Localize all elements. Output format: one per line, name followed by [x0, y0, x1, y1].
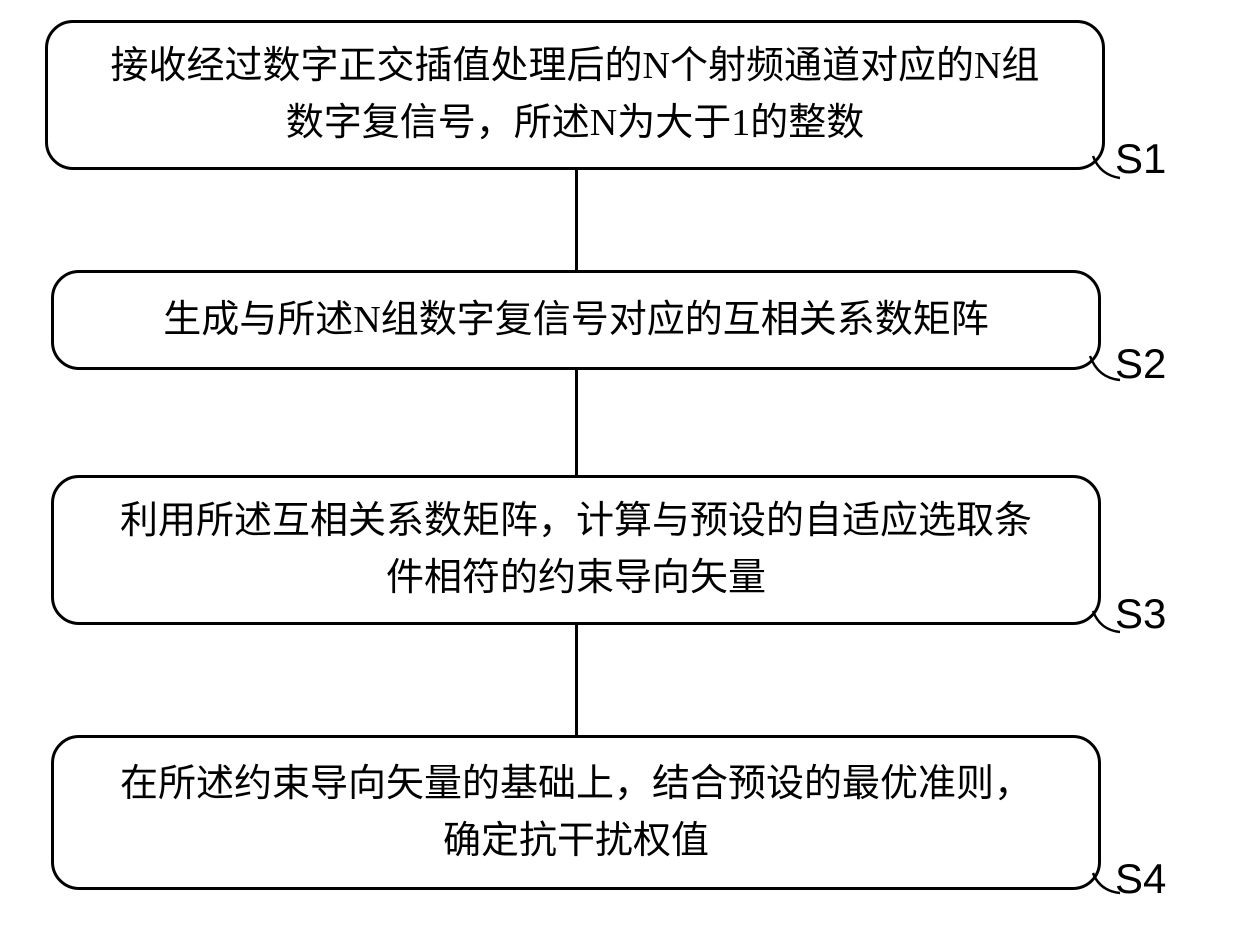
- node-s3: 利用所述互相关系数矩阵，计算与预设的自适应选取条件相符的约束导向矢量: [51, 475, 1101, 625]
- node-s1: 接收经过数字正交插值处理后的N个射频通道对应的N组数字复信号，所述N为大于1的整…: [45, 20, 1105, 170]
- connector-s3-s4: [575, 625, 578, 735]
- node-s3-text: 利用所述互相关系数矩阵，计算与预设的自适应选取条件相符的约束导向矢量: [104, 493, 1048, 607]
- label-s3: S3: [1115, 590, 1166, 638]
- connector-s2-s3: [575, 370, 578, 475]
- node-s4: 在所述约束导向矢量的基础上，结合预设的最优准则，确定抗干扰权值: [51, 735, 1101, 890]
- label-s4: S4: [1115, 855, 1166, 903]
- node-s1-text: 接收经过数字正交插值处理后的N个射频通道对应的N组数字复信号，所述N为大于1的整…: [98, 38, 1052, 152]
- label-s1: S1: [1115, 135, 1166, 183]
- node-s4-text: 在所述约束导向矢量的基础上，结合预设的最优准则，确定抗干扰权值: [104, 756, 1048, 870]
- node-s2-text: 生成与所述N组数字复信号对应的互相关系数矩阵: [104, 292, 1048, 349]
- node-s2: 生成与所述N组数字复信号对应的互相关系数矩阵: [51, 270, 1101, 370]
- label-s2: S2: [1115, 340, 1166, 388]
- connector-s1-s2: [575, 170, 578, 270]
- flowchart-canvas: 接收经过数字正交插值处理后的N个射频通道对应的N组数字复信号，所述N为大于1的整…: [0, 0, 1240, 928]
